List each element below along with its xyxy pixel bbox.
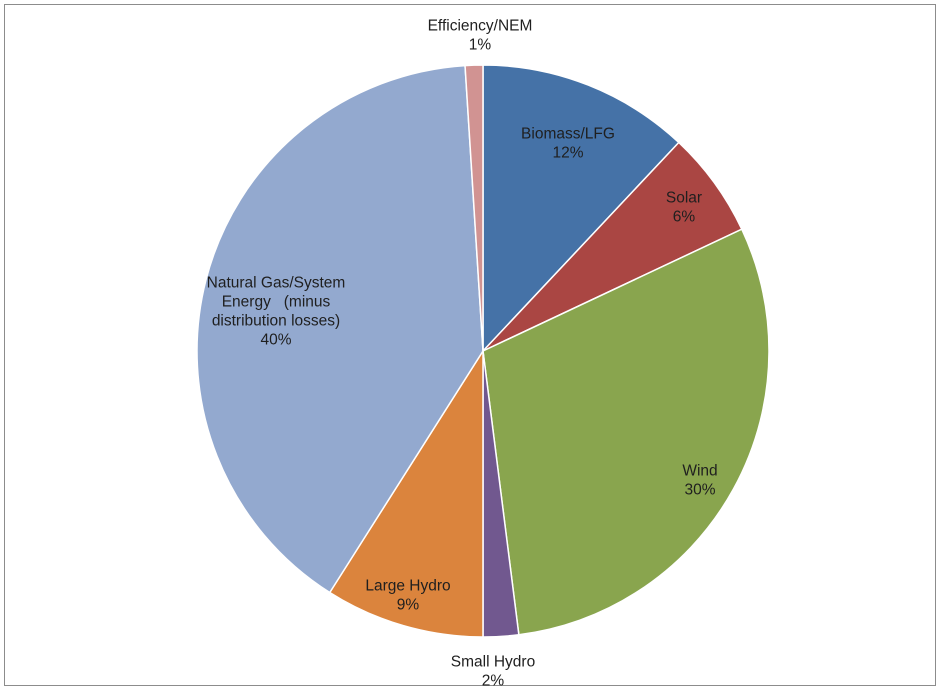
slice-label-line: 2% <box>482 673 505 688</box>
slice-label-line: Efficiency/NEM <box>428 18 533 35</box>
pie-slice-large-hydro <box>328 348 484 638</box>
pie-slice-efficiency-nem <box>464 64 484 352</box>
slice-label-line: Wind <box>682 463 717 480</box>
chart-frame: Biomass/LFG 12% Solar 6% Wind 30% Small Hydro 2… <box>4 4 936 688</box>
slice-label-small-hydro: Small Hydro 2% <box>451 654 535 688</box>
slice-label-large-hydro: Large Hydro 9% <box>365 578 450 614</box>
slice-label-line: 6% <box>673 209 696 226</box>
pie-chart: Biomass/LFG 12% Solar 6% Wind 30% Small Hydro 2… <box>196 18 770 688</box>
slice-label-natural-gas-system-energy: Natural Gas/System Energy (minus distribut… <box>207 275 346 349</box>
slice-label-efficiency-nem: Efficiency/NEM 1% <box>428 18 533 54</box>
slice-label-solar: Solar 6% <box>666 190 702 226</box>
slice-label-line: 9% <box>397 597 420 614</box>
pie-slice-biomass-lfg <box>482 64 680 353</box>
pie-slice-natural-gas-system-energy <box>196 64 484 594</box>
pie-slice-wind <box>482 228 770 636</box>
pie-labels: Biomass/LFG 12% Solar 6% Wind 30% Small Hydro 2… <box>207 18 718 688</box>
slice-label-line: 30% <box>684 482 715 499</box>
pie-slices <box>196 64 770 638</box>
slice-label-biomass-lfg: Biomass/LFG 12% <box>521 126 615 162</box>
slice-label-line: 40% <box>260 332 291 349</box>
slice-label-line: 12% <box>552 145 583 162</box>
slice-label-line: Solar <box>666 190 702 207</box>
slice-label-line: 1% <box>469 37 492 54</box>
slice-label-line: Natural Gas/System <box>207 275 346 292</box>
slice-label-line: Energy (minus <box>222 294 331 311</box>
slice-label-line: Small Hydro <box>451 654 535 671</box>
slice-label-line: distribution losses) <box>212 313 340 330</box>
slice-label-line: Large Hydro <box>365 578 450 595</box>
slice-label-wind: Wind 30% <box>682 463 717 499</box>
slice-label-line: Biomass/LFG <box>521 126 615 143</box>
